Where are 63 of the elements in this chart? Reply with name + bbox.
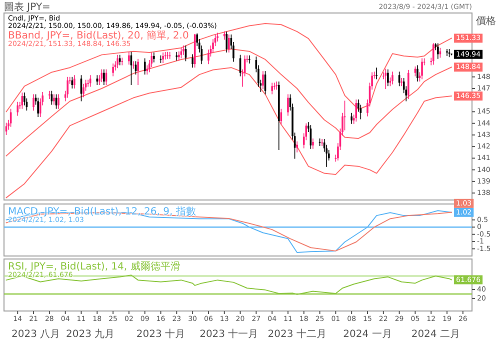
candlestick — [276, 81, 278, 90]
candlestick — [32, 94, 34, 111]
line-series — [6, 48, 452, 156]
candlestick — [162, 52, 164, 64]
candlestick — [116, 54, 118, 69]
candlestick — [74, 74, 76, 89]
candlestick — [350, 112, 352, 124]
candlestick — [355, 99, 358, 122]
candlestick — [128, 52, 130, 66]
candlestick — [212, 38, 214, 53]
candlestick — [228, 34, 230, 53]
x2-tick-label: 2023 十二月 — [268, 328, 326, 340]
candlestick — [226, 31, 228, 53]
candlestick — [48, 90, 50, 100]
candlestick — [132, 60, 134, 70]
candlestick — [208, 49, 210, 65]
candlestick — [248, 54, 250, 64]
candlestick — [66, 76, 69, 98]
candlestick — [416, 64, 418, 82]
line-series — [6, 67, 452, 198]
candlestick — [437, 42, 439, 60]
candlestick — [96, 74, 98, 86]
candlestick — [118, 54, 121, 66]
candlestick — [112, 63, 114, 77]
candlestick — [271, 82, 273, 95]
x2-tick-label: 2023 八月 — [11, 329, 60, 340]
text: 圖表 JPY= — [4, 1, 50, 13]
candlestick — [82, 83, 84, 98]
candlestick — [312, 138, 314, 150]
candlestick — [262, 70, 264, 90]
y-axis-title: 價格 — [476, 15, 496, 27]
candlestick — [53, 94, 55, 106]
series-label: BBand, JPY=, Bid(Last), 20, 簡單, 2.0 — [8, 30, 189, 42]
candlestick — [153, 52, 155, 63]
candlestick — [392, 71, 394, 85]
candlestick — [407, 70, 410, 100]
x2-tick-label: 2023 十一月 — [200, 328, 258, 340]
candlestick — [296, 140, 298, 153]
x2-tick-label: 2024 一月 — [343, 329, 392, 340]
candlestick — [216, 32, 218, 42]
candlestick — [182, 45, 184, 56]
candlestick — [287, 94, 289, 116]
series-label: RSI, JPY=, Bid(Last), 14, 威爾德平滑 — [8, 260, 180, 272]
candlestick — [421, 58, 423, 80]
x2-tick-label: 2023 九月 — [66, 328, 115, 340]
candlestick — [58, 94, 60, 110]
candlestick — [144, 58, 146, 75]
candlestick — [137, 58, 139, 86]
candlestick — [192, 54, 194, 68]
candlestick — [321, 138, 323, 146]
candlestick — [178, 50, 180, 62]
candlestick — [121, 57, 124, 66]
x2-tick-label: 2023 十月 — [136, 328, 186, 340]
x2-tick-label: 2024 二月 — [411, 329, 460, 340]
candlestick — [400, 78, 402, 87]
candlestick — [16, 101, 19, 116]
candlestick — [446, 48, 448, 56]
candlestick — [37, 97, 39, 118]
candlestick — [376, 67, 378, 80]
candlestick — [432, 42, 434, 66]
candlestick — [387, 68, 389, 87]
candlestick — [71, 76, 74, 89]
candlestick — [103, 68, 105, 86]
